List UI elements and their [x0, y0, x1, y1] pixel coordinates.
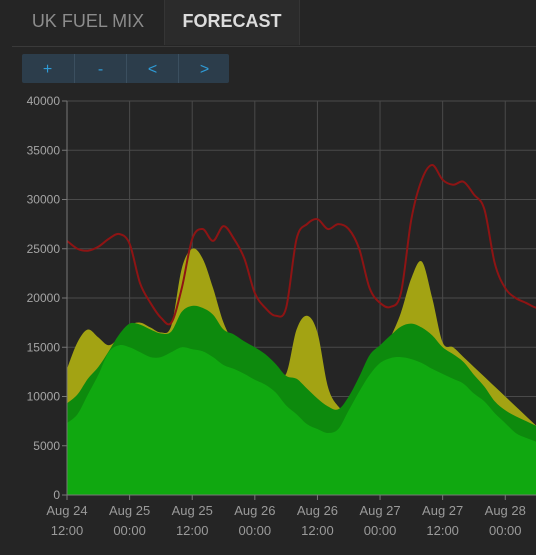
previous-button[interactable]: < — [126, 54, 178, 83]
x-tick-time-label: 00:00 — [239, 523, 272, 538]
y-tick-label: 40000 — [27, 94, 61, 108]
x-tick-date-label: Aug 24 — [46, 503, 87, 518]
x-tick-time-label: 12:00 — [426, 523, 459, 538]
x-tick-time-label: 12:00 — [51, 523, 84, 538]
x-tick-date-label: Aug 26 — [297, 503, 338, 518]
x-tick-date-label: Aug 25 — [109, 503, 150, 518]
x-tick-time-label: 12:00 — [176, 523, 209, 538]
y-tick-label: 10000 — [27, 390, 61, 404]
x-tick-time-label: 00:00 — [364, 523, 397, 538]
y-tick-label: 20000 — [27, 291, 61, 305]
zoom-in-button[interactable]: + — [42, 61, 53, 78]
zoom-out-button[interactable]: - — [74, 54, 126, 83]
demand-line-series — [67, 164, 536, 326]
x-tick-date-label: Aug 28 — [485, 503, 526, 518]
y-tick-label: 30000 — [27, 193, 61, 207]
x-tick-time-label: 00:00 — [113, 523, 146, 538]
x-tick-time-label: 12:00 — [301, 523, 334, 538]
tab-forecast[interactable]: FORECAST — [164, 0, 300, 45]
x-axis-ticks: Aug 24 12:00 Aug 25 00:00 Aug 25 12:00 Aug 26 0… — [46, 503, 525, 538]
y-tick-label: 5000 — [33, 439, 60, 453]
x-tick-date-label: Aug 27 — [359, 503, 400, 518]
y-tick-label: 25000 — [27, 242, 61, 256]
x-tick-time-label: 00:00 — [489, 523, 522, 538]
tab-uk-fuel-mix[interactable]: UK FUEL MIX — [31, 11, 145, 31]
chart-controls: + - < > — [22, 54, 229, 83]
chart-areas — [67, 164, 536, 495]
next-button[interactable]: > — [178, 54, 230, 83]
y-axis-ticks: 0 5000 10000 15000 20000 25000 30000 35000 40000 — [27, 94, 61, 502]
green-area-series — [67, 345, 536, 495]
tab-bar: UK FUEL MIX FORECAST — [12, 0, 536, 47]
x-tick-date-label: Aug 25 — [172, 503, 213, 518]
chart-axes — [62, 100, 536, 500]
x-tick-date-label: Aug 26 — [234, 503, 275, 518]
x-tick-date-label: Aug 27 — [422, 503, 463, 518]
y-tick-label: 35000 — [27, 143, 61, 157]
y-tick-label: 0 — [53, 488, 60, 502]
y-tick-label: 15000 — [27, 340, 61, 354]
